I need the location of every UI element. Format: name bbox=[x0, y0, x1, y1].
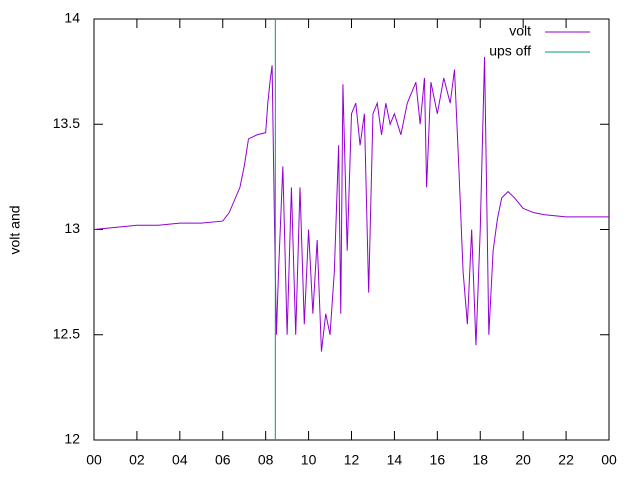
x-tick-label: 08 bbox=[258, 452, 274, 468]
x-tick-label: 16 bbox=[430, 452, 446, 468]
x-tick-label: 14 bbox=[387, 452, 403, 468]
y-tick-label: 12 bbox=[64, 431, 80, 447]
legend-label: volt bbox=[509, 23, 531, 39]
x-tick-label: 12 bbox=[344, 452, 360, 468]
y-tick-label: 13.5 bbox=[53, 115, 80, 131]
legend-label: ups off bbox=[489, 43, 531, 59]
x-tick-label: 18 bbox=[472, 452, 488, 468]
y-tick-label: 13 bbox=[64, 220, 80, 236]
y-tick-label: 12.5 bbox=[53, 325, 80, 341]
x-tick-label: 02 bbox=[129, 452, 145, 468]
plot-border bbox=[93, 18, 610, 441]
y-axis-label: volt and bbox=[7, 205, 23, 254]
x-tick-label: 22 bbox=[558, 452, 574, 468]
x-tick-label: 10 bbox=[301, 452, 317, 468]
series-line bbox=[93, 56, 609, 352]
x-tick-label: 00 bbox=[86, 452, 102, 468]
x-tick-label: 20 bbox=[515, 452, 531, 468]
x-tick-label: 04 bbox=[172, 452, 188, 468]
y-tick-label: 14 bbox=[64, 10, 80, 26]
x-tick-label: 06 bbox=[215, 452, 231, 468]
x-tick-label: 00 bbox=[601, 452, 617, 468]
